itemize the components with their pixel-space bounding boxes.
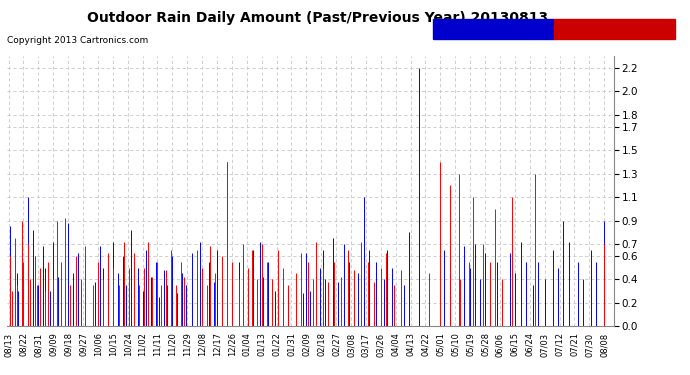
Text: Outdoor Rain Daily Amount (Past/Previous Year) 20130813: Outdoor Rain Daily Amount (Past/Previous… [87, 11, 548, 25]
Text: Past  (Inches): Past (Inches) [558, 25, 627, 34]
Text: Copyright 2013 Cartronics.com: Copyright 2013 Cartronics.com [7, 36, 148, 45]
Text: Previous  (Inches): Previous (Inches) [437, 25, 529, 34]
